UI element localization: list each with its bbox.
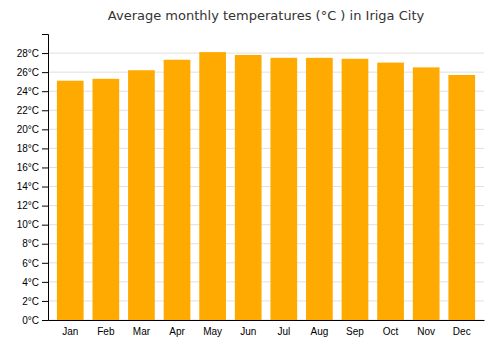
tick: 8°C — [22, 238, 48, 249]
tick-label: Nov — [417, 326, 435, 337]
tick-mark — [42, 72, 48, 73]
tick-label: Jun — [240, 326, 256, 337]
bar — [92, 79, 119, 320]
tick-mark — [42, 225, 48, 226]
tick-label: Sep — [346, 326, 364, 337]
grid-line — [48, 53, 484, 54]
tick-mark — [42, 320, 48, 321]
tick: 2°C — [22, 296, 48, 307]
tick-label: 24°C — [17, 86, 39, 97]
tick: 18°C — [17, 143, 48, 154]
tick-mark — [42, 187, 48, 188]
bar — [342, 59, 369, 320]
bar — [270, 58, 297, 320]
bar — [164, 60, 191, 320]
tick-label: Apr — [169, 326, 185, 337]
tick: Jan — [62, 326, 78, 337]
bar — [235, 55, 262, 320]
tick: Dec — [453, 326, 471, 337]
grid — [48, 53, 484, 320]
tick-mark — [42, 263, 48, 264]
tick-label: 16°C — [17, 162, 39, 173]
y-axis: 0°C 2°C 4°C 6°C 8°C 10°C 12°C 14°C 16°C 18°C 20°C 2… — [17, 35, 49, 326]
bar — [57, 81, 84, 320]
tick: Sep — [346, 326, 364, 337]
tick-mark — [42, 282, 48, 283]
tick: Mar — [133, 326, 151, 337]
x-axis: Jan Feb Mar Apr May Jun Jul Aug Sep Oct Nov Dec — [49, 321, 485, 338]
tick-label: 20°C — [17, 124, 39, 135]
tick: 14°C — [17, 181, 48, 192]
chart: 0°C 2°C 4°C 6°C 8°C 10°C 12°C 14°C 16°C 18°C 20°C 2… — [0, 0, 500, 350]
tick-label: 2°C — [22, 296, 39, 307]
tick-mark — [42, 244, 48, 245]
tick: 24°C — [17, 86, 48, 97]
tick-label: Jul — [277, 326, 290, 337]
plot: 0°C 2°C 4°C 6°C 8°C 10°C 12°C 14°C 16°C 18°C 20°C 2… — [17, 35, 485, 338]
tick-mark — [42, 301, 48, 302]
tick-label: 18°C — [17, 143, 39, 154]
tick-label: Jan — [62, 326, 78, 337]
tick-mark — [42, 110, 48, 111]
tick: Oct — [383, 326, 399, 337]
tick: 10°C — [17, 219, 48, 230]
tick-label: 28°C — [17, 48, 39, 59]
tick-mark — [42, 129, 48, 130]
bar — [377, 63, 404, 320]
tick: May — [203, 326, 222, 337]
tick-label: 14°C — [17, 181, 39, 192]
bar — [413, 67, 440, 320]
tick: 0°C — [22, 315, 48, 326]
tick-label: Dec — [453, 326, 471, 337]
tick: 4°C — [22, 277, 48, 288]
axis-line — [49, 320, 485, 321]
tick: Apr — [169, 326, 185, 337]
tick-label: 22°C — [17, 105, 39, 116]
tick: 12°C — [17, 200, 48, 211]
tick-label: Oct — [383, 326, 399, 337]
bar — [128, 70, 155, 320]
tick: 6°C — [22, 258, 48, 269]
tick-label: May — [203, 326, 222, 337]
bar — [306, 58, 333, 320]
tick-label: Aug — [310, 326, 328, 337]
tick-label: 12°C — [17, 200, 39, 211]
axis-line — [42, 35, 49, 321]
tick: Jul — [277, 326, 290, 337]
tick-mark — [42, 148, 48, 149]
tick-label: 10°C — [17, 219, 39, 230]
tick: Feb — [97, 326, 115, 337]
tick: 28°C — [17, 48, 48, 59]
tick-mark — [42, 53, 48, 54]
tick-label: 8°C — [22, 238, 39, 249]
bars — [57, 52, 475, 320]
tick-label: Mar — [133, 326, 151, 337]
tick-label: 6°C — [22, 258, 39, 269]
tick: Jun — [240, 326, 256, 337]
tick-mark — [42, 167, 48, 168]
tick-label: 4°C — [22, 277, 39, 288]
tick-mark — [42, 206, 48, 207]
tick: 26°C — [17, 67, 48, 78]
tick: 22°C — [17, 105, 48, 116]
bar — [448, 75, 475, 320]
tick: Nov — [417, 326, 435, 337]
tick-mark — [42, 91, 48, 92]
title: Average monthly temperatures (°C ) in Ir… — [108, 8, 425, 23]
tick-label: Feb — [97, 326, 115, 337]
tick-label: 0°C — [22, 315, 39, 326]
bar — [199, 52, 226, 320]
tick-label: 26°C — [17, 67, 39, 78]
tick: Aug — [310, 326, 328, 337]
tick: 16°C — [17, 162, 48, 173]
tick: 20°C — [17, 124, 48, 135]
